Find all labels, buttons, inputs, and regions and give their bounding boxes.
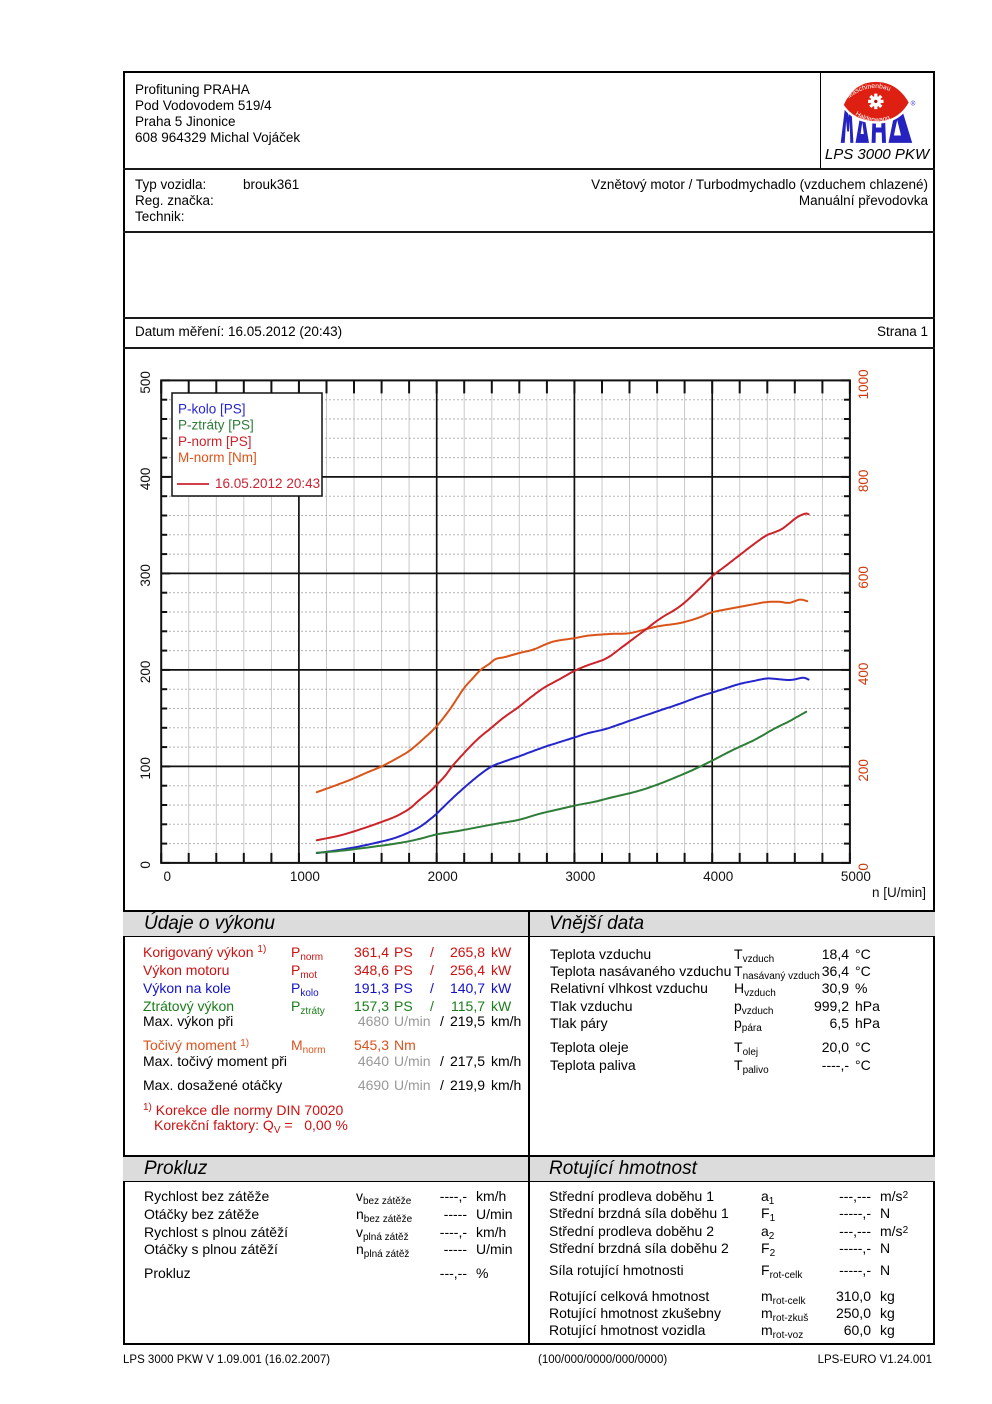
svg-text:2000: 2000 (428, 869, 458, 884)
svg-text:0: 0 (138, 861, 153, 869)
svg-text:0: 0 (163, 869, 171, 884)
svg-text:800: 800 (856, 470, 871, 493)
svg-text:400: 400 (138, 468, 153, 491)
svg-text:200: 200 (856, 759, 871, 782)
svg-text:100: 100 (138, 757, 153, 780)
svg-text:400: 400 (856, 663, 871, 686)
svg-text:0: 0 (856, 863, 871, 871)
svg-text:200: 200 (138, 661, 153, 684)
svg-text:1000: 1000 (290, 869, 320, 884)
svg-text:4000: 4000 (703, 869, 733, 884)
svg-text:16.05.2012 20:43: 16.05.2012 20:43 (215, 476, 320, 491)
svg-text:5000: 5000 (841, 869, 871, 884)
svg-text:3000: 3000 (565, 869, 595, 884)
svg-text:1000: 1000 (856, 369, 871, 399)
svg-text:P-norm [PS]: P-norm [PS] (178, 434, 252, 449)
svg-text:300: 300 (138, 564, 153, 587)
svg-text:M-norm [Nm]: M-norm [Nm] (178, 450, 257, 465)
svg-text:P-kolo [PS]: P-kolo [PS] (178, 402, 246, 417)
svg-text:P-ztráty [PS]: P-ztráty [PS] (178, 418, 254, 433)
svg-text:500: 500 (138, 371, 153, 394)
svg-text:®: ® (911, 100, 916, 108)
svg-text:600: 600 (856, 566, 871, 589)
svg-text:n [U/min]: n [U/min] (872, 885, 926, 900)
